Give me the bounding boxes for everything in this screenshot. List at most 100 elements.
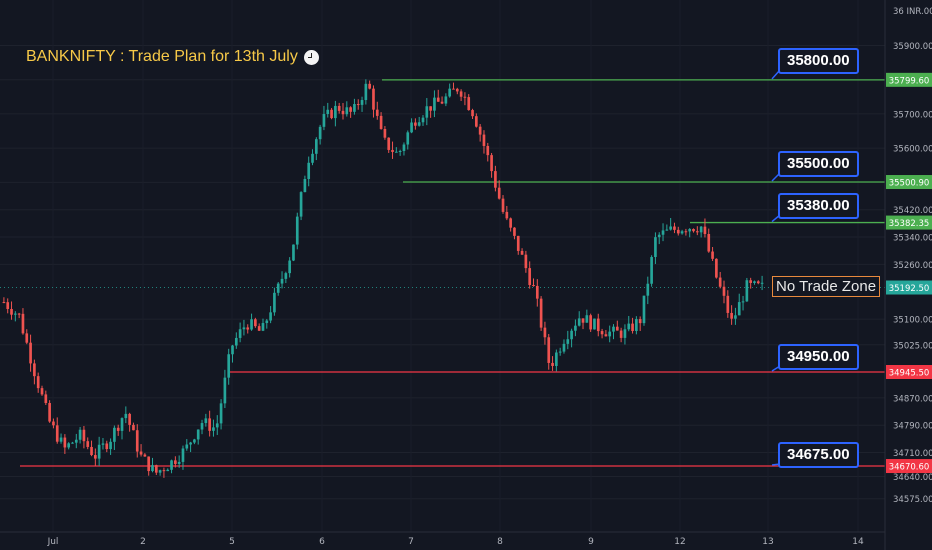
candle-body xyxy=(410,122,413,133)
candle-body xyxy=(654,237,657,258)
candle-body xyxy=(170,460,173,470)
level-lines xyxy=(0,69,885,467)
candle-body xyxy=(459,91,463,97)
candle-body xyxy=(265,320,269,324)
candle-body xyxy=(501,198,505,212)
y-tick-label: 35900.00 xyxy=(893,42,932,52)
candle-body xyxy=(680,231,684,234)
candle-body xyxy=(71,442,74,444)
candle-body xyxy=(200,423,204,430)
x-tick-label: 2 xyxy=(140,537,146,547)
candle-body xyxy=(6,302,10,309)
candle-body xyxy=(2,302,6,304)
candle-body xyxy=(524,254,528,269)
candle-body xyxy=(402,144,406,152)
candle-body xyxy=(715,258,718,278)
candle-body xyxy=(646,283,650,296)
candle-body xyxy=(699,226,703,233)
candle-body xyxy=(74,439,78,443)
candle-body xyxy=(78,429,82,440)
price-tag-label: 35500.90 xyxy=(889,179,930,189)
candle-body xyxy=(105,443,109,450)
level-callout-35800: 35800.00 xyxy=(778,48,859,74)
candle-body xyxy=(623,329,627,338)
candle-body xyxy=(269,312,272,321)
candle-body xyxy=(234,337,238,346)
candle-body xyxy=(223,377,227,404)
candle-body xyxy=(36,376,40,389)
candle-body xyxy=(63,437,67,448)
candle-body xyxy=(600,331,604,335)
candle-body xyxy=(589,315,592,330)
y-tick-label: 34575.00 xyxy=(893,495,932,505)
candle-body xyxy=(749,280,752,283)
candle-body xyxy=(109,441,112,450)
candle-body xyxy=(280,278,284,284)
x-tick-label: 7 xyxy=(408,537,414,547)
candle-body xyxy=(215,423,219,428)
candle-body xyxy=(193,439,196,443)
candle-body xyxy=(33,363,36,377)
candle-body xyxy=(341,110,345,115)
candle-body xyxy=(17,313,21,315)
candle-body xyxy=(555,352,558,366)
x-tick-label: 5 xyxy=(229,537,235,547)
candle-body xyxy=(520,250,524,255)
candle-body xyxy=(322,114,326,127)
y-tick-label: 34710.00 xyxy=(893,449,932,459)
candle-body xyxy=(48,403,51,422)
x-tick-label: 6 xyxy=(319,537,325,547)
candle-body xyxy=(113,427,116,442)
candle-body xyxy=(212,427,215,431)
candle-body xyxy=(574,325,577,331)
candle-body xyxy=(585,315,589,323)
candle-body xyxy=(570,330,573,340)
candle-body xyxy=(257,326,261,331)
candle-body xyxy=(311,153,314,163)
candle-body xyxy=(741,301,745,303)
candle-body xyxy=(55,425,59,442)
candle-body xyxy=(440,101,444,104)
candle-body xyxy=(185,444,189,449)
candle-body xyxy=(391,149,394,152)
candle-body xyxy=(604,334,608,337)
candle-body xyxy=(673,226,676,230)
price-tag-bg xyxy=(886,215,932,230)
candle-body xyxy=(429,106,432,111)
candles xyxy=(2,79,764,478)
candle-body xyxy=(760,282,764,284)
candle-body xyxy=(208,418,211,431)
candle-body xyxy=(463,96,467,98)
candle-body xyxy=(433,97,436,111)
price-tag-bg xyxy=(886,175,932,190)
candle-body xyxy=(14,313,17,315)
candle-body xyxy=(692,228,695,232)
candle-body xyxy=(120,418,124,431)
candle-body xyxy=(627,323,631,330)
candle-body xyxy=(276,283,280,293)
candle-body xyxy=(756,281,760,284)
currency-label: 36 INR.00 xyxy=(893,7,932,17)
candle-body xyxy=(539,298,543,328)
candle-body xyxy=(566,339,570,344)
candle-body xyxy=(326,109,330,115)
candle-body xyxy=(635,319,638,332)
y-tick-label: 35025.00 xyxy=(893,341,932,351)
candle-body xyxy=(414,122,417,126)
no-trade-zone-label: No Trade Zone xyxy=(772,276,881,297)
candle-body xyxy=(608,331,612,337)
candle-body xyxy=(124,413,128,419)
y-tick-label: 34790.00 xyxy=(893,422,932,432)
candle-body xyxy=(314,139,318,154)
candle-body xyxy=(44,394,48,404)
candle-body xyxy=(67,443,71,448)
candle-body xyxy=(383,128,387,138)
candle-body xyxy=(379,115,383,129)
candle-body xyxy=(513,227,516,236)
candle-body xyxy=(684,231,688,233)
candle-body xyxy=(535,285,539,299)
x-tick-label: 12 xyxy=(674,537,685,547)
candle-body xyxy=(162,470,166,472)
candle-body xyxy=(532,284,535,286)
